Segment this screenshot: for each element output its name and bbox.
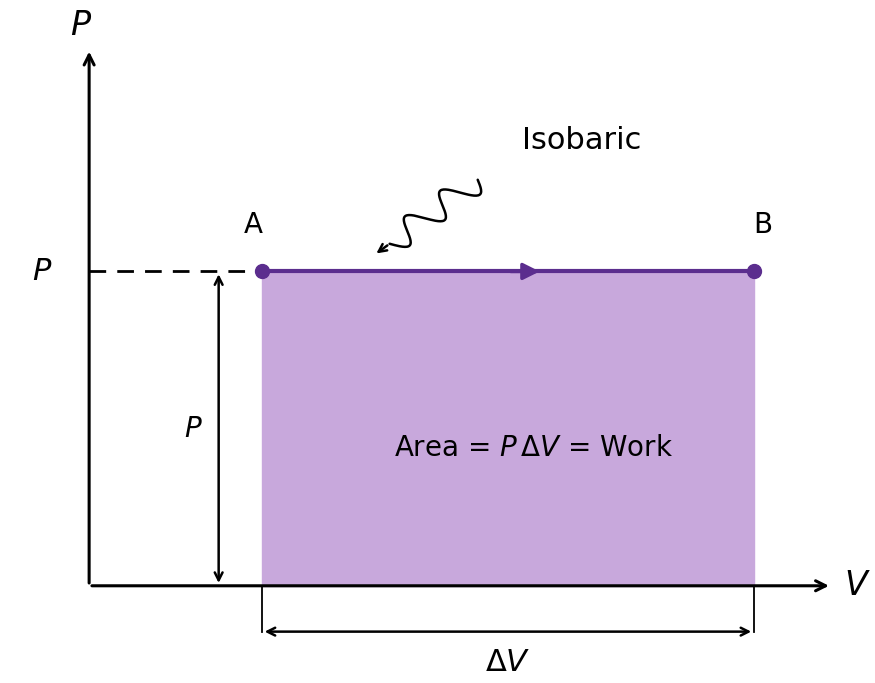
Text: V: V [844,570,868,602]
Text: $\Delta V$: $\Delta V$ [485,648,531,677]
Text: P: P [185,415,201,443]
Text: P: P [70,10,90,42]
Polygon shape [262,271,754,586]
Text: B: B [753,210,773,238]
Text: Area = $P\,\Delta V$ = Work: Area = $P\,\Delta V$ = Work [395,434,674,462]
Text: P: P [31,257,50,286]
Text: Isobaric: Isobaric [522,126,641,155]
Text: A: A [244,210,262,238]
